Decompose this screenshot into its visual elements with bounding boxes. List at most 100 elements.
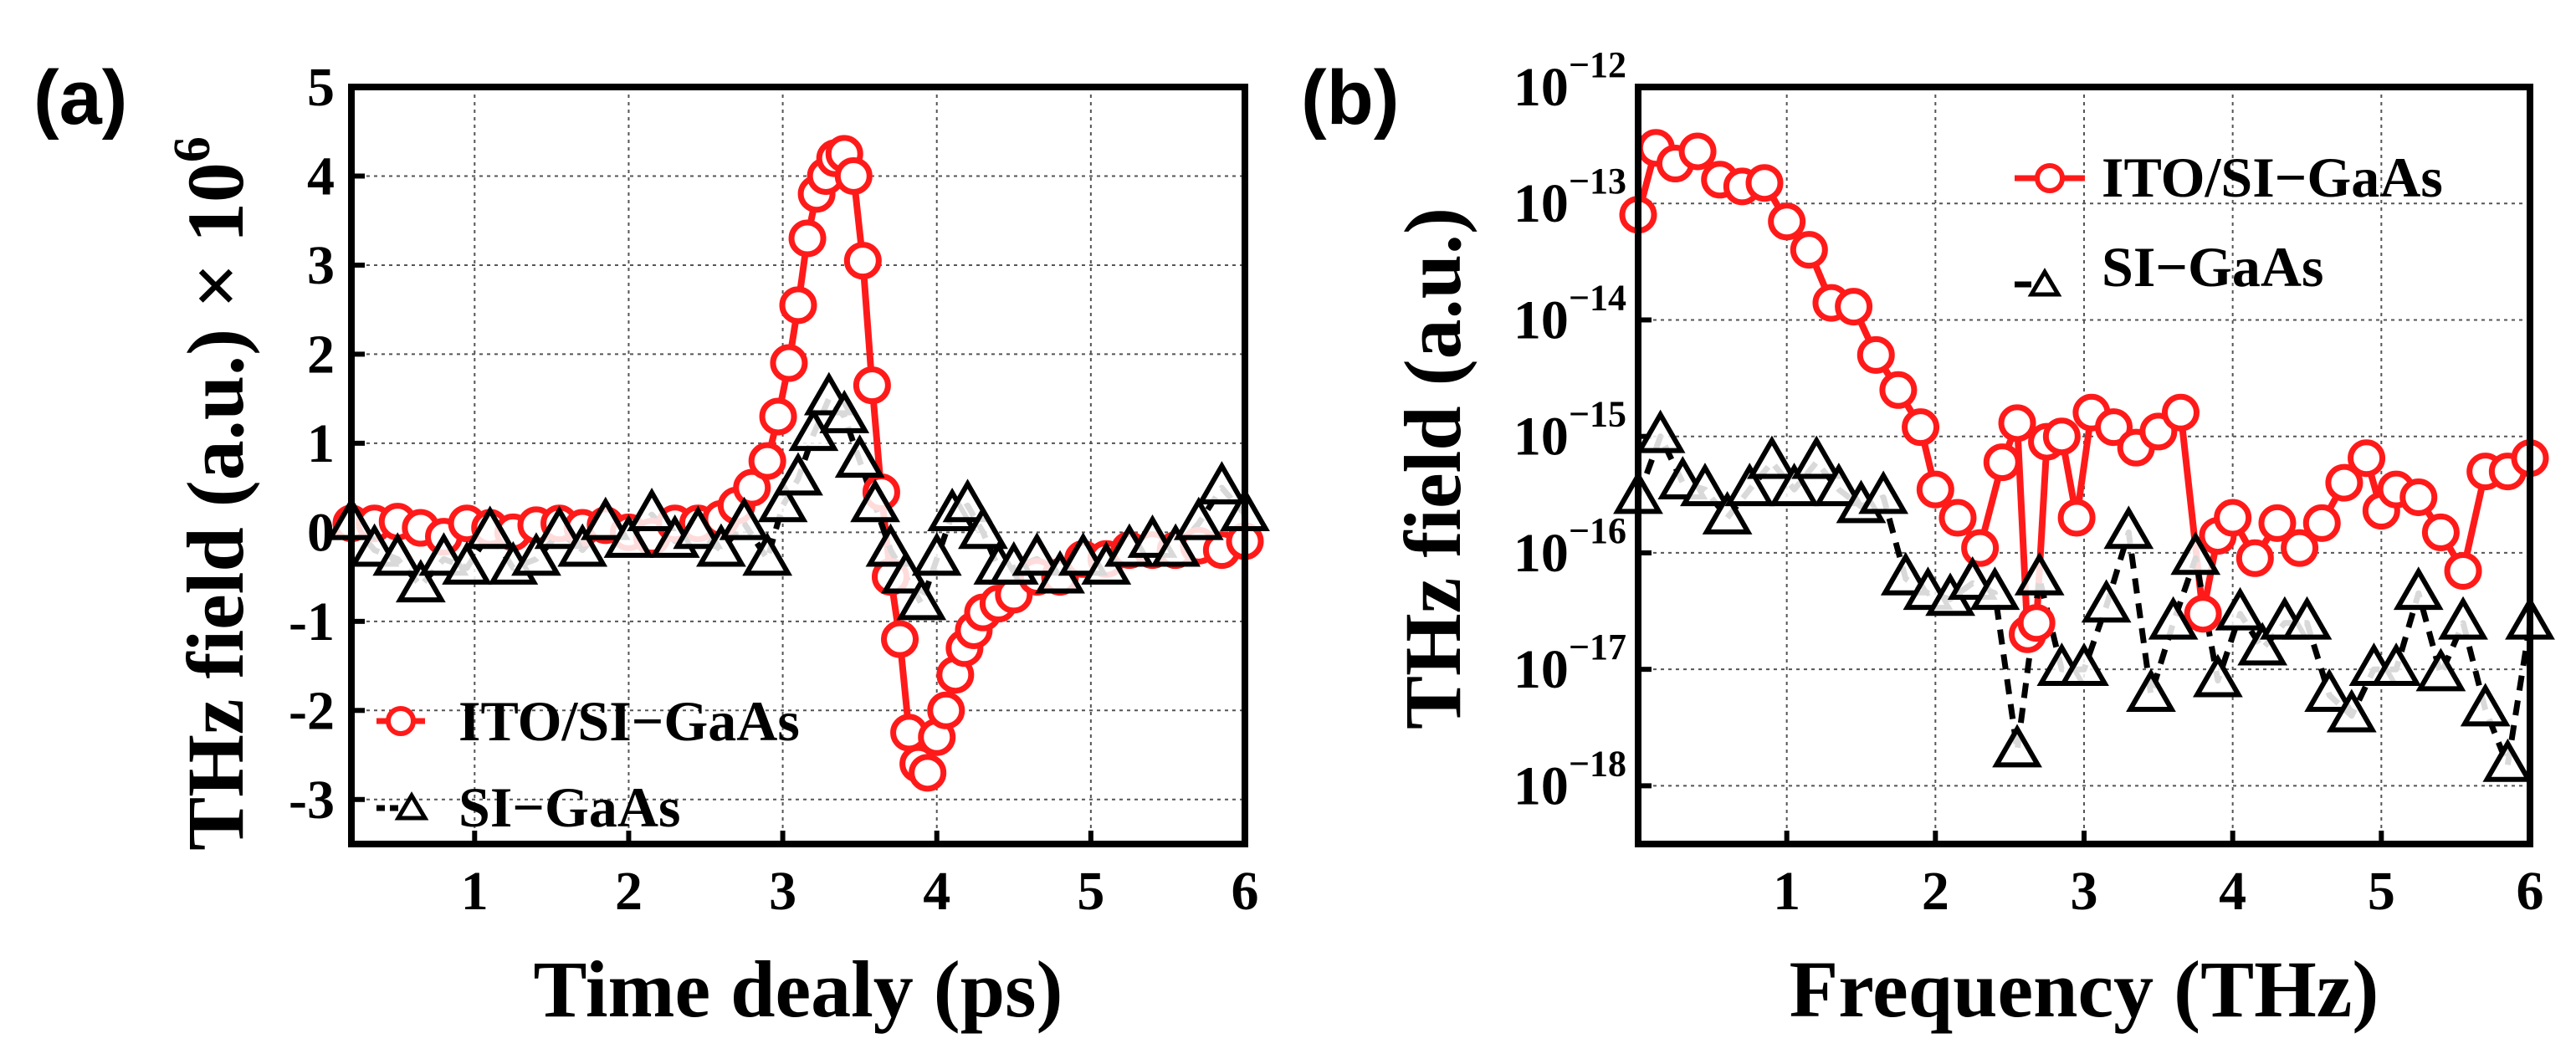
y-tick-label: -1 [289, 591, 335, 652]
data-point-triangle [1791, 435, 1842, 479]
data-point-triangle [2460, 683, 2511, 727]
data-point-circle [1790, 231, 1828, 269]
data-point-triangle [834, 434, 885, 478]
data-point-circle [1835, 288, 1873, 326]
data-point-triangle [1969, 566, 2020, 611]
legend-gaas-label: SI−GaAs [2102, 235, 2324, 299]
data-point-circle [2421, 513, 2460, 551]
data-point-triangle [2014, 551, 2065, 596]
data-point-triangle [2438, 596, 2488, 640]
data-point-circle [1998, 404, 2036, 443]
data-point-triangle [1011, 532, 1063, 576]
legend-ito-marker [386, 706, 416, 736]
data-point-triangle [372, 532, 423, 576]
data-point-triangle [627, 488, 677, 531]
data-point-circle [2057, 499, 2096, 537]
y-tick-label: 3 [307, 235, 335, 296]
panel-a-legend: ITO/SI−GaAs SI−GaAs [376, 689, 800, 839]
x-tick-label: 4 [2219, 861, 2246, 922]
data-point-triangle [1150, 523, 1201, 567]
data-point-triangle [850, 478, 900, 523]
data-point-triangle [534, 505, 585, 550]
panel-b-ylabel: THz field (a.u.) [1388, 207, 1477, 729]
data-point-triangle [1680, 463, 1730, 507]
data-point-circle [853, 366, 891, 405]
data-point-circle [927, 691, 965, 729]
data-point-triangle [673, 505, 724, 550]
y-tick-label: -2 [289, 680, 335, 741]
data-point-triangle [865, 523, 916, 567]
data-point-triangle [2059, 642, 2109, 687]
data-point-triangle [773, 452, 823, 496]
panel-a-ylabel: THz field (a.u.) × 106 [164, 136, 260, 851]
legend-ito-marker [2035, 163, 2065, 193]
data-point-triangle [557, 523, 608, 567]
y-tick-label: 10−14 [1513, 277, 1626, 350]
data-point-triangle [819, 389, 870, 433]
data-point-triangle [464, 505, 515, 550]
data-point-circle [2161, 393, 2200, 432]
data-point-triangle [2415, 647, 2466, 692]
data-point-circle [1879, 371, 1918, 409]
y-tick-label: 0 [307, 502, 335, 563]
data-point-circle [1938, 499, 1977, 537]
legend-gaas-label: SI−GaAs [458, 775, 681, 839]
data-point-circle [2235, 539, 2274, 577]
y-tick-label: 10−12 [1513, 44, 1626, 118]
data-point-circle [1745, 164, 1784, 202]
data-point-triangle [1196, 461, 1247, 505]
data-point-triangle [958, 505, 1008, 550]
data-point-triangle [2393, 566, 2444, 611]
panel-b-legend: ITO/SI−GaAs SI−GaAs [2015, 146, 2443, 299]
data-point-circle [1916, 470, 1954, 509]
data-point-triangle [442, 540, 492, 585]
data-point-triangle [2326, 688, 2377, 733]
y-tick-label: 2 [307, 324, 335, 385]
data-point-triangle [2237, 622, 2288, 666]
data-point-circle [1768, 202, 1806, 241]
legend-gaas-marker [394, 791, 429, 821]
data-point-triangle [1769, 463, 1820, 507]
data-point-triangle [1747, 435, 1797, 479]
data-point-circle [1902, 408, 1940, 447]
series-markers-si-gaas [326, 371, 1270, 621]
data-point-circle [843, 242, 882, 280]
legend-ito-label: ITO/SI−GaAs [458, 689, 800, 753]
data-point-triangle [1724, 463, 1775, 507]
data-point-triangle [603, 514, 654, 558]
data-point-circle [1678, 132, 1717, 171]
x-tick-label: 4 [923, 861, 950, 922]
data-point-triangle [1702, 490, 1753, 535]
data-point-triangle [1858, 470, 1909, 514]
x-tick-label: 1 [1773, 861, 1800, 922]
data-point-triangle [896, 576, 947, 621]
y-tick-label: 10−17 [1513, 627, 1626, 700]
data-point-triangle [719, 496, 770, 540]
y-tick-label: 1 [307, 413, 335, 474]
x-tick-label: 6 [1232, 861, 1259, 922]
data-point-circle [733, 468, 771, 507]
data-point-circle [2281, 529, 2319, 567]
data-point-triangle [757, 478, 808, 523]
panel-b-plot-frame [1635, 84, 2533, 847]
data-point-circle [2444, 551, 2482, 590]
data-point-triangle [2126, 668, 2176, 712]
x-tick-label: 2 [615, 861, 643, 922]
y-tick-label: 4 [307, 146, 335, 207]
x-tick-label: 1 [461, 861, 489, 922]
x-tick-label: 6 [2517, 861, 2544, 922]
data-point-circle [2095, 408, 2133, 447]
data-point-circle [909, 754, 947, 792]
data-point-triangle [1635, 409, 1686, 453]
panel-b-xlabel: Frequency (THz) [1790, 944, 2379, 1034]
data-point-circle [1983, 443, 2021, 482]
data-point-triangle [2215, 586, 2266, 631]
data-point-circle [2017, 604, 2056, 642]
data-point-circle [748, 442, 786, 480]
data-point-triangle [1173, 496, 1224, 540]
x-tick-label: 3 [769, 861, 796, 922]
data-point-triangle [2482, 738, 2533, 782]
data-point-triangle [1813, 463, 1864, 507]
data-point-circle [2325, 463, 2363, 502]
y-tick-label: -3 [289, 770, 335, 831]
